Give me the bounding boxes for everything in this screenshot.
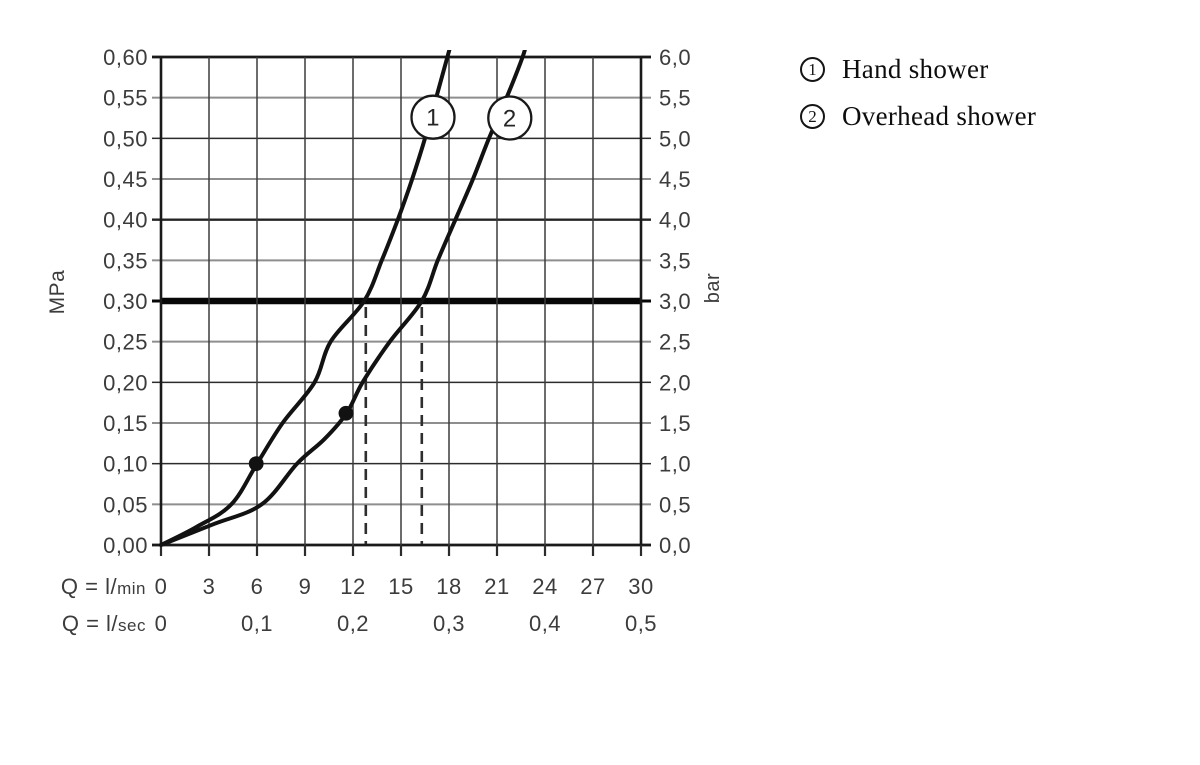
x-axis-tick-label-min: 3 <box>203 574 216 599</box>
measurement-dot-1 <box>248 456 264 472</box>
curve-hand-shower <box>159 50 452 547</box>
right-axis-tick-label: 5,0 <box>659 126 691 151</box>
x-axis-row-label-sec: Q = l/sec <box>62 611 146 636</box>
curve-marker-circle-2 <box>487 95 533 141</box>
x-axis-tick-label-sec: 0 <box>155 611 168 636</box>
x-axis-tick-label-min: 24 <box>532 574 557 599</box>
left-axis-tick-label: 0,60 <box>103 45 148 70</box>
left-axis-tick-label: 0,55 <box>103 86 148 111</box>
x-axis-tick-label-min: 30 <box>628 574 653 599</box>
x-axis-row-prefix: Q = l/ <box>62 611 119 636</box>
curve-marker-label-1: 1 <box>426 105 440 132</box>
right-axis-tick-label: 1,5 <box>659 411 691 436</box>
legend-label-hand-shower: Hand shower <box>842 53 989 84</box>
x-axis-tick-label-min: 9 <box>299 574 312 599</box>
x-axis-tick-label-min: 18 <box>436 574 461 599</box>
right-axis-tick-label: 4,0 <box>659 208 691 233</box>
right-axis-tick-label: 0,0 <box>659 533 691 558</box>
x-axis-tick-label-min: 6 <box>251 574 264 599</box>
x-axis-tick-label-min: 27 <box>580 574 605 599</box>
left-axis-tick-label: 0,20 <box>103 370 148 395</box>
left-axis-tick-label: 0,05 <box>103 492 148 517</box>
legend-item-hand-shower: 1 Hand shower <box>800 53 1036 85</box>
x-axis-tick-label-min: 0 <box>155 574 168 599</box>
right-axis-tick-label: 0,5 <box>659 492 691 517</box>
left-axis-tick-label: 0,50 <box>103 126 148 151</box>
x-axis-row-unit: sec <box>118 616 146 635</box>
x-axis-row-unit: min <box>117 579 146 598</box>
x-axis-tick-label-sec: 0,4 <box>529 611 561 636</box>
x-axis-tick-label-sec: 0,3 <box>433 611 465 636</box>
x-axis-tick-label-min: 15 <box>388 574 413 599</box>
right-axis-tick-label: 1,0 <box>659 452 691 477</box>
left-axis-tick-label: 0,15 <box>103 411 148 436</box>
left-axis-tick-label: 0,30 <box>103 289 148 314</box>
left-axis-unit-label: MPa <box>46 270 69 315</box>
right-axis-tick-label: 3,5 <box>659 248 691 273</box>
x-axis-tick-label-sec: 0,5 <box>625 611 657 636</box>
legend-label-overhead-shower: Overhead shower <box>842 100 1037 131</box>
right-axis-tick-label: 4,5 <box>659 167 691 192</box>
right-axis-tick-label: 2,5 <box>659 330 691 355</box>
x-axis-row-prefix: Q = l/ <box>61 574 118 599</box>
curve-marker-label-2: 2 <box>503 106 517 133</box>
left-axis-tick-label: 0,00 <box>103 533 148 558</box>
left-axis-tick-label: 0,25 <box>103 330 148 355</box>
right-axis-tick-label: 3,0 <box>659 289 691 314</box>
curve-marker-circle-1 <box>410 94 456 140</box>
measurement-dot-2 <box>338 405 354 421</box>
left-axis-tick-label: 0,40 <box>103 208 148 233</box>
left-axis-tick-label: 0,10 <box>103 452 148 477</box>
right-axis-tick-label: 5,5 <box>659 86 691 111</box>
circled-2-icon: 2 <box>800 103 825 129</box>
right-axis-tick-label: 6,0 <box>659 45 691 70</box>
x-axis-tick-label-sec: 0,2 <box>337 611 369 636</box>
left-axis-tick-label: 0,45 <box>103 167 148 192</box>
x-axis-row-label-min: Q = l/min <box>61 574 146 599</box>
x-axis-tick-label-min: 21 <box>484 574 509 599</box>
right-axis-unit-label: bar <box>702 273 724 303</box>
x-axis-tick-label-sec: 0,1 <box>241 611 273 636</box>
legend-item-overhead-shower: 2 Overhead shower <box>800 100 1036 132</box>
curve-overhead-shower <box>159 50 527 547</box>
right-axis-tick-label: 2,0 <box>659 370 691 395</box>
circled-1-icon: 1 <box>800 56 825 82</box>
legend: 1 Hand shower 2 Overhead shower <box>800 53 1036 132</box>
x-axis-tick-label-min: 12 <box>340 574 365 599</box>
left-axis-tick-label: 0,35 <box>103 248 148 273</box>
